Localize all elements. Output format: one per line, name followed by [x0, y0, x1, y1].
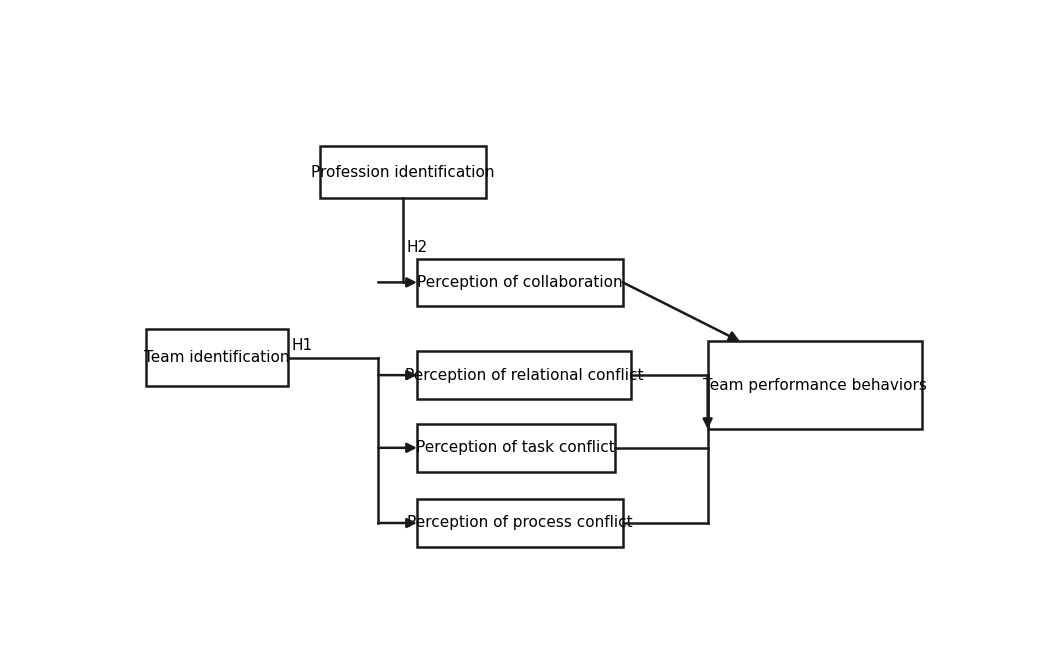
Text: Perception of task conflict: Perception of task conflict — [417, 440, 615, 455]
Text: Perception of process conflict: Perception of process conflict — [407, 516, 632, 531]
FancyBboxPatch shape — [417, 352, 631, 399]
Text: Team performance behaviors: Team performance behaviors — [702, 378, 926, 393]
Text: Team identification: Team identification — [144, 350, 290, 365]
FancyBboxPatch shape — [146, 329, 288, 387]
FancyBboxPatch shape — [708, 341, 921, 429]
Text: Profession identification: Profession identification — [312, 165, 495, 180]
Text: H1: H1 — [292, 338, 313, 353]
FancyBboxPatch shape — [417, 499, 623, 547]
FancyBboxPatch shape — [320, 146, 486, 199]
FancyBboxPatch shape — [417, 258, 623, 306]
Text: Perception of relational conflict: Perception of relational conflict — [404, 368, 643, 383]
Text: Perception of collaboration: Perception of collaboration — [417, 275, 623, 290]
FancyBboxPatch shape — [417, 424, 615, 471]
Text: H2: H2 — [406, 240, 428, 255]
